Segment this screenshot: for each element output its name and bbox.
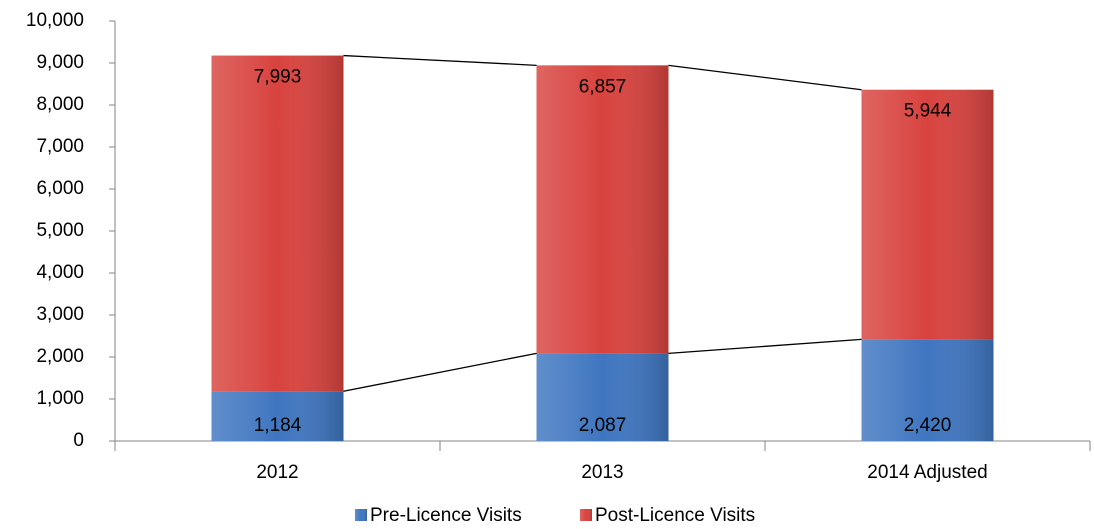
- bar-shade: [211, 55, 344, 392]
- series-line: [668, 338, 862, 354]
- bar-shade: [536, 353, 669, 441]
- data-label: 7,993: [254, 67, 302, 88]
- y-tick-label: 2,000: [36, 346, 84, 367]
- y-tick-label: 3,000: [36, 304, 84, 325]
- y-tick-label: 10,000: [26, 10, 84, 31]
- x-tick-label: 2012: [256, 462, 298, 483]
- legend-swatch-shade: [355, 509, 367, 521]
- bar-shade: [536, 65, 669, 354]
- legend-label: Pre-Licence Visits: [370, 505, 522, 526]
- series-line: [343, 352, 537, 392]
- series-line: [668, 64, 862, 91]
- y-tick-label: 5,000: [36, 220, 84, 241]
- x-tick-label: 2014 Adjusted: [867, 462, 987, 483]
- bar-shade: [211, 391, 344, 441]
- y-tick-label: 9,000: [36, 52, 84, 73]
- y-tick-label: 1,000: [36, 388, 84, 409]
- bar-shade: [861, 339, 994, 441]
- data-label: 6,857: [579, 76, 627, 97]
- y-tick-label: 0: [73, 430, 84, 451]
- legend-label: Post-Licence Visits: [595, 505, 755, 526]
- y-tick-label: 6,000: [36, 178, 84, 199]
- y-tick-label: 7,000: [36, 136, 84, 157]
- x-tick-label: 2013: [581, 462, 623, 483]
- data-label: 2,420: [904, 415, 952, 436]
- data-label: 5,944: [904, 101, 952, 122]
- y-tick-label: 4,000: [36, 262, 84, 283]
- bar-shade: [861, 89, 994, 340]
- data-label: 1,184: [254, 415, 302, 436]
- data-label: 2,087: [579, 415, 627, 436]
- y-tick-label: 8,000: [36, 94, 84, 115]
- legend-swatch-shade: [580, 509, 592, 521]
- series-line: [343, 54, 537, 67]
